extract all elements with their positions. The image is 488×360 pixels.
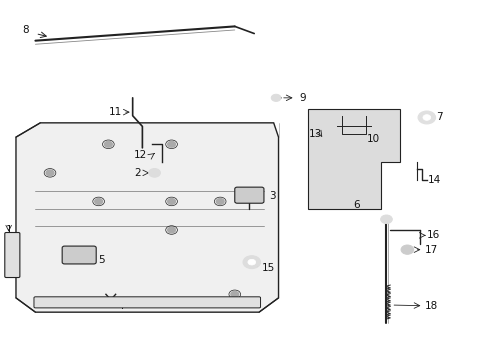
Circle shape: [95, 199, 102, 204]
Text: 12: 12: [134, 150, 147, 160]
Circle shape: [167, 199, 175, 204]
Circle shape: [104, 141, 112, 147]
Circle shape: [271, 94, 281, 102]
Circle shape: [243, 256, 260, 269]
Circle shape: [148, 168, 160, 177]
Polygon shape: [307, 109, 399, 208]
Circle shape: [380, 215, 391, 224]
Circle shape: [247, 259, 255, 265]
FancyBboxPatch shape: [234, 187, 264, 203]
Circle shape: [216, 199, 224, 204]
Text: 8: 8: [22, 25, 29, 35]
FancyBboxPatch shape: [5, 233, 20, 278]
FancyBboxPatch shape: [62, 246, 96, 264]
Text: 1: 1: [5, 225, 12, 235]
Circle shape: [167, 227, 175, 233]
Circle shape: [422, 114, 430, 120]
Text: 2: 2: [134, 168, 141, 178]
Circle shape: [46, 170, 54, 176]
Text: 15: 15: [262, 262, 275, 273]
Circle shape: [400, 245, 413, 254]
Text: 11: 11: [109, 107, 122, 117]
Text: 18: 18: [424, 301, 437, 311]
Text: 4: 4: [117, 301, 123, 311]
Text: 6: 6: [352, 200, 359, 210]
Text: 5: 5: [99, 255, 105, 265]
Text: 14: 14: [427, 175, 441, 185]
Circle shape: [230, 292, 238, 297]
Circle shape: [167, 141, 175, 147]
Text: 9: 9: [299, 93, 305, 103]
Circle shape: [417, 111, 435, 124]
Text: 7: 7: [436, 112, 442, 122]
Text: 10: 10: [366, 134, 379, 144]
Text: 16: 16: [426, 230, 439, 240]
FancyBboxPatch shape: [34, 297, 260, 308]
Text: 3: 3: [268, 191, 275, 201]
Polygon shape: [16, 123, 278, 312]
Text: 17: 17: [424, 245, 437, 255]
Text: 13: 13: [308, 129, 321, 139]
